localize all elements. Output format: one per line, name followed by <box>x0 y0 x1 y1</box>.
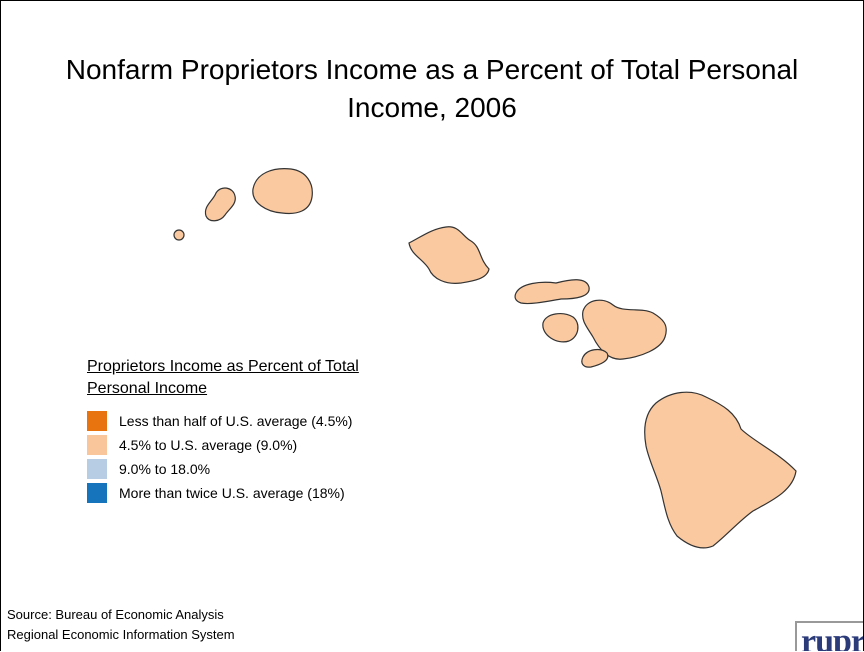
legend-label: More than twice U.S. average (18%) <box>119 485 345 501</box>
legend-swatch <box>87 435 107 455</box>
legend-item: 9.0% to 18.0% <box>87 459 210 479</box>
island <box>644 391 797 549</box>
legend-swatch <box>87 459 107 479</box>
legend-title: Proprietors Income as Percent of Total P… <box>87 358 359 397</box>
island <box>582 299 667 360</box>
legend-label: Less than half of U.S. average (4.5%) <box>119 413 353 429</box>
island <box>173 229 185 241</box>
island <box>252 168 313 215</box>
legend-label: 4.5% to U.S. average (9.0%) <box>119 437 298 453</box>
map-title: Nonfarm Proprietors Income as a Percent … <box>65 54 799 123</box>
legend-swatch <box>87 411 107 431</box>
logo: rupri <box>795 621 863 651</box>
source: Regional Economic Information System <box>7 627 235 642</box>
island <box>514 279 590 305</box>
island <box>204 187 236 222</box>
island <box>581 348 609 368</box>
island <box>542 313 579 343</box>
legend-item: 4.5% to U.S. average (9.0%) <box>87 435 297 455</box>
island <box>408 226 490 284</box>
legend-label: 9.0% to 18.0% <box>119 461 211 477</box>
legend-item: More than twice U.S. average (18%) <box>87 483 345 503</box>
source: Source: Bureau of Economic Analysis <box>7 607 224 622</box>
legend-swatch <box>87 483 107 503</box>
legend-item: Less than half of U.S. average (4.5%) <box>87 411 352 431</box>
